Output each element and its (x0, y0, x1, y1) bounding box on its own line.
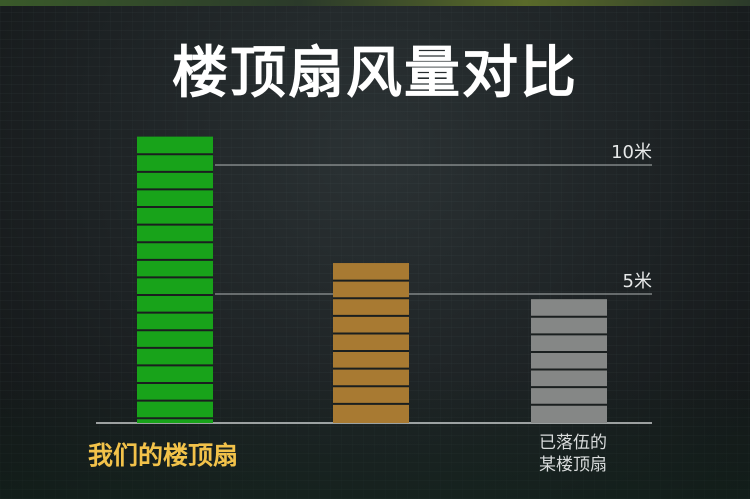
page-title: 楼顶扇风量对比 (172, 41, 578, 106)
bar-1 (333, 263, 409, 423)
category-label-line-1: 某楼顶扇 (539, 455, 607, 475)
bar-0 (137, 136, 213, 423)
category-label-line-0: 已落伍的 (539, 433, 607, 453)
top-decor-strip (0, 0, 750, 6)
gridline-label-1: 5米 (623, 271, 652, 292)
category-label-ours: 我们的楼顶扇 (88, 441, 239, 470)
category-label-outdated: 已落伍的 某楼顶扇 (518, 432, 628, 476)
bar-2 (531, 299, 607, 423)
gridline-label-0: 10米 (611, 142, 652, 163)
